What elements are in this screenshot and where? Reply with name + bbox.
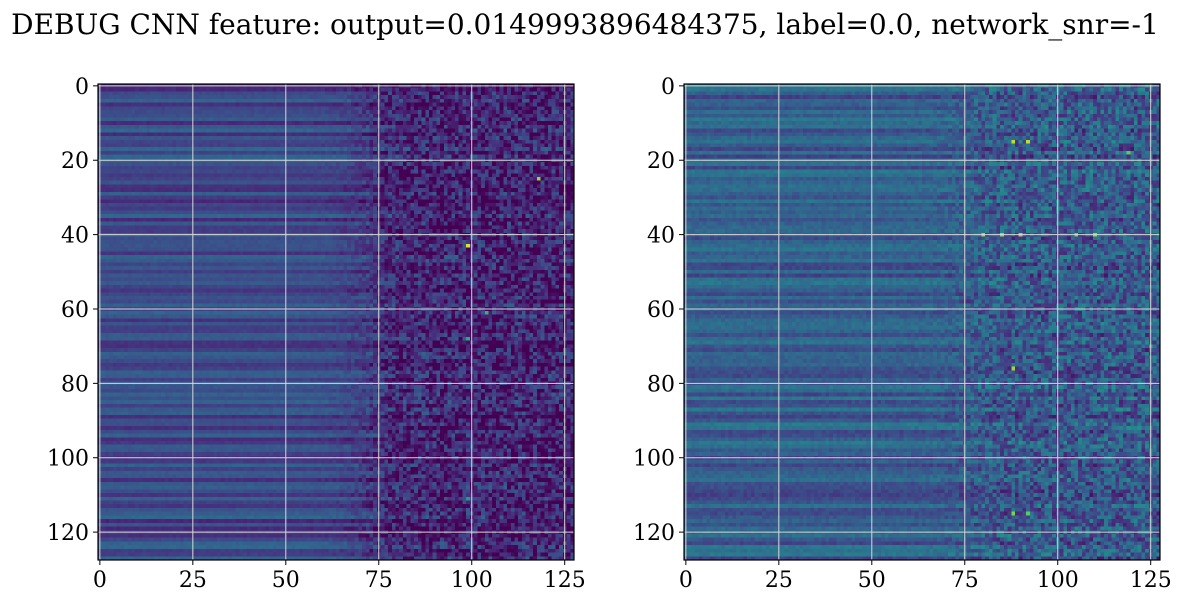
- x-tick-label: 100: [451, 568, 493, 593]
- x-tick-label: 0: [679, 568, 693, 593]
- y-tick-label: 80: [647, 372, 675, 397]
- x-tick-label: 125: [1130, 568, 1172, 593]
- x-tick-label: 125: [544, 568, 586, 593]
- x-tick-label: 25: [179, 568, 207, 593]
- heatmap-panel-left: 0 25 50 75 100 125 0 20 40 60 80 100 120: [47, 75, 586, 593]
- axes-frame: [683, 83, 1161, 561]
- y-tick-label: 60: [61, 298, 89, 323]
- y-tick-label: 120: [633, 521, 675, 546]
- figure-title: DEBUG CNN feature: output=0.014999389648…: [11, 8, 1159, 41]
- x-tick-label: 0: [93, 568, 107, 593]
- y-tick-label: 0: [661, 75, 675, 100]
- x-tick-label: 25: [765, 568, 793, 593]
- heatmap-cells: [98, 84, 574, 560]
- y-tick-label: 0: [75, 75, 89, 100]
- x-tick-label: 50: [858, 568, 886, 593]
- y-tick-label: 60: [647, 298, 675, 323]
- y-tick-label: 20: [61, 149, 89, 174]
- y-tick-label: 100: [633, 447, 675, 472]
- y-tick-label: 80: [61, 372, 89, 397]
- x-tick-label: 50: [272, 568, 300, 593]
- heatmap-cells: [684, 84, 1160, 560]
- x-tick-label: 75: [365, 568, 393, 593]
- y-tick-label: 40: [61, 224, 89, 249]
- y-tick-label: 100: [47, 447, 89, 472]
- x-tick-label: 100: [1037, 568, 1079, 593]
- heatmap-panel-right: 0 25 50 75 100 125 0 20 40 60 80 100 120: [633, 75, 1172, 593]
- y-tick-label: 20: [647, 149, 675, 174]
- y-tick-label: 120: [47, 521, 89, 546]
- x-tick-label: 75: [951, 568, 979, 593]
- y-tick-label: 40: [647, 224, 675, 249]
- axes-frame: [97, 83, 575, 561]
